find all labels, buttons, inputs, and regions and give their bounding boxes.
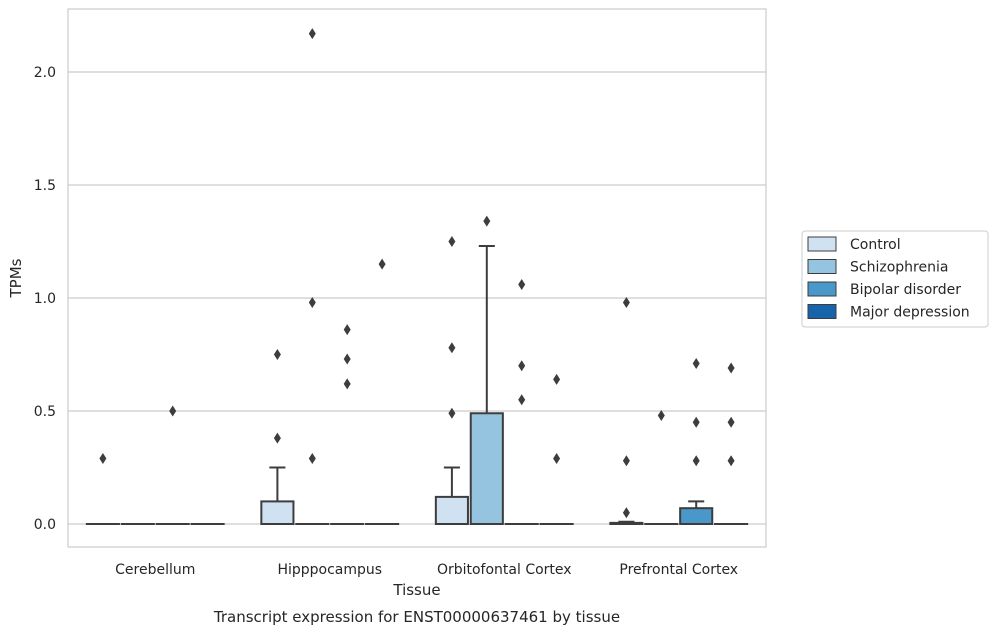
legend-frame	[801, 230, 989, 328]
flier-point	[622, 455, 630, 467]
box-body	[679, 507, 714, 525]
box-control	[260, 466, 295, 525]
legend-swatch	[807, 236, 837, 252]
box-series	[85, 245, 749, 526]
flier-point	[692, 455, 700, 467]
legend-label: Major depression	[850, 305, 970, 321]
flier-point	[692, 358, 700, 370]
plot-frame	[67, 8, 767, 548]
y-tick-label: 1.0	[34, 291, 56, 307]
y-axis-title: TPMs	[7, 258, 25, 298]
box-body	[434, 495, 469, 526]
box-control	[609, 520, 644, 525]
legend: Control Schizophrenia Bipolar disorder Majo…	[801, 230, 989, 328]
flier-point	[343, 378, 351, 390]
flier-point	[727, 455, 735, 467]
legend-swatch	[807, 304, 837, 319]
legend-swatch	[807, 281, 837, 297]
flier-point	[169, 405, 177, 417]
x-tick-label: Hipppocampus	[277, 562, 382, 578]
box-body	[260, 500, 295, 525]
flier-point	[727, 362, 735, 374]
legend-label: Schizophrenia	[850, 260, 948, 276]
box-control	[434, 466, 469, 526]
flier-point	[518, 360, 526, 372]
flier-point	[657, 410, 665, 422]
legend-swatch	[807, 259, 837, 274]
y-tick-label: 0.0	[34, 517, 56, 533]
x-tick-label: Orbitofontal Cortex	[437, 562, 572, 578]
x-axis-title: Tissue	[392, 581, 440, 599]
flier-point	[448, 236, 456, 247]
flier-point	[99, 452, 107, 464]
flier-point	[727, 416, 735, 428]
y-tick-label: 2.0	[34, 65, 56, 81]
flier-point	[378, 258, 386, 270]
flier-point	[343, 324, 351, 336]
y-tick-label: 1.5	[34, 178, 56, 194]
gridlines	[68, 71, 766, 525]
flier-point	[343, 353, 351, 365]
flier-point	[553, 373, 561, 385]
x-tick-label: Prefrontal Cortex	[619, 562, 738, 578]
flier-point	[622, 507, 630, 519]
x-tick-labels: Cerebellum Hipppocampus Orbitofontal Corte…	[115, 562, 738, 578]
flier-point	[448, 342, 456, 354]
flier-point	[308, 452, 316, 464]
flier-point	[622, 297, 630, 309]
box-body	[469, 412, 504, 526]
flier-point	[308, 297, 316, 309]
flier-point	[273, 349, 281, 360]
chart-caption: Transcript expression for ENST0000063746…	[213, 608, 620, 626]
box-schizophrenia	[469, 245, 504, 526]
flier-points	[99, 28, 735, 519]
flier-point	[448, 407, 456, 419]
flier-point	[553, 452, 561, 464]
flier-point	[273, 432, 281, 444]
y-tick-labels: 0.0 0.5 1.0 1.5 2.0	[34, 65, 56, 533]
flier-point	[518, 394, 526, 406]
box-bipolar-disorder	[679, 500, 714, 525]
legend-label: Bipolar disorder	[850, 282, 961, 298]
flier-point	[483, 215, 491, 227]
flier-point	[518, 278, 526, 290]
legend-label: Control	[850, 237, 901, 253]
y-tick-label: 0.5	[34, 404, 56, 420]
flier-point	[308, 28, 316, 40]
flier-point	[692, 416, 700, 428]
x-tick-label: Cerebellum	[115, 562, 195, 578]
